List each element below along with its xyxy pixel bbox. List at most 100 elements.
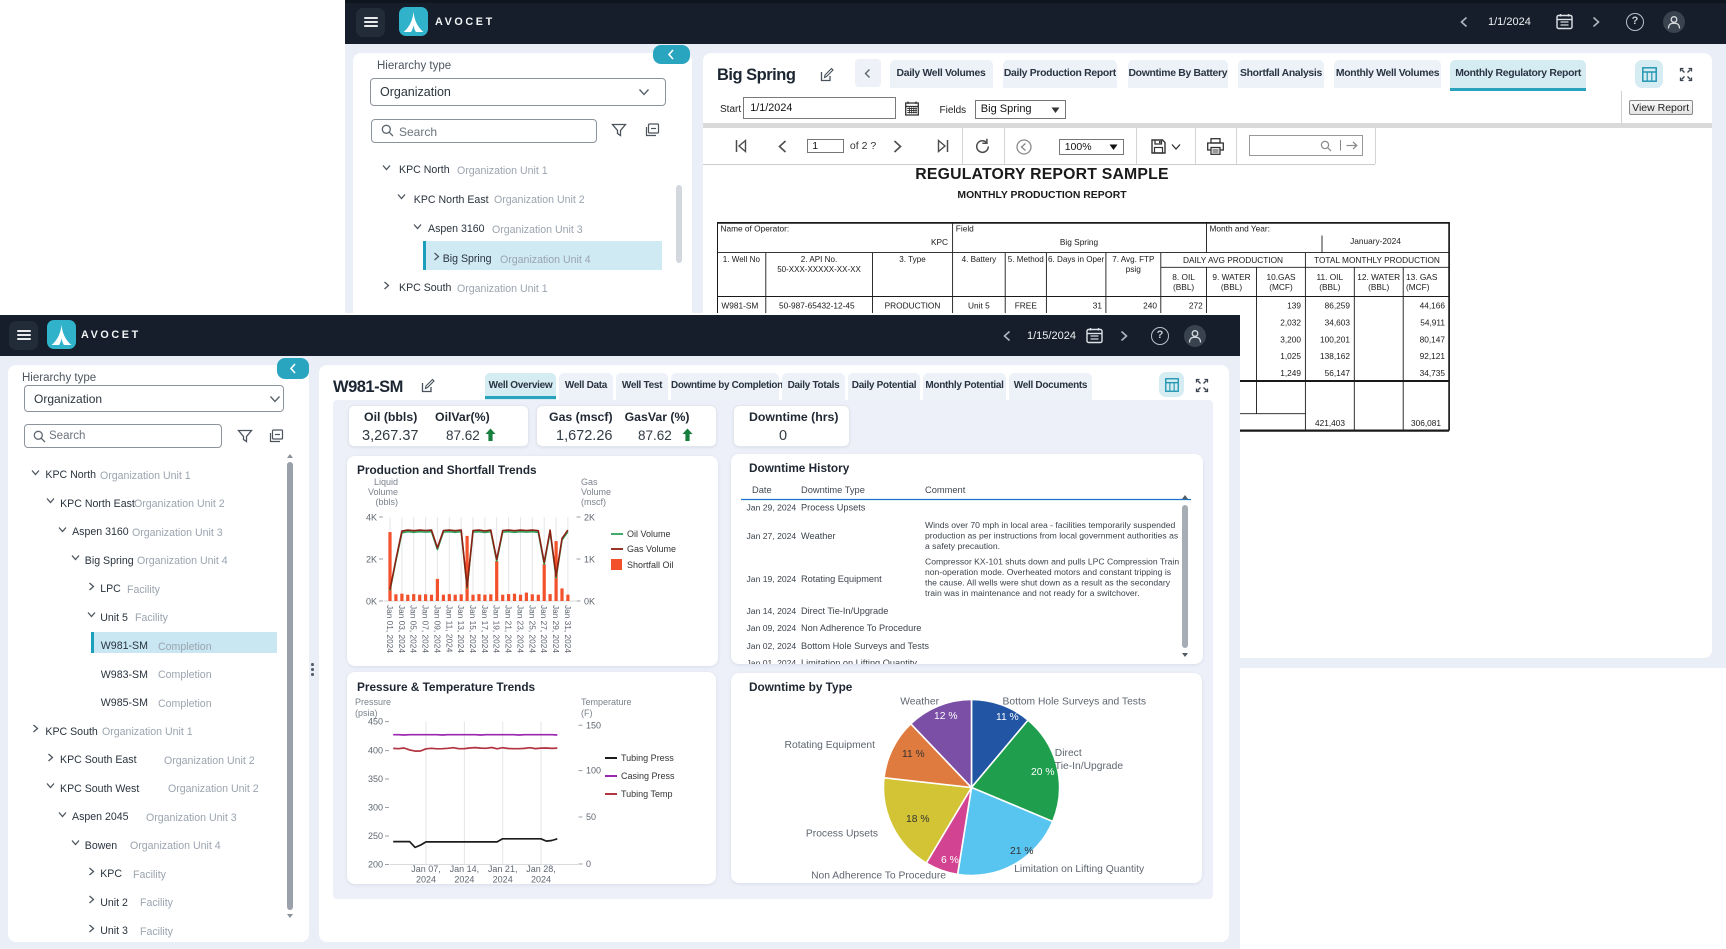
svg-text:0: 0 (586, 859, 591, 869)
svg-text:Bottom Hole Surveys and Tests: Bottom Hole Surveys and Tests (801, 641, 929, 651)
svg-text:Jan 17, 2024: Jan 17, 2024 (480, 605, 490, 653)
svg-text:Rotating Equipment: Rotating Equipment (801, 574, 882, 584)
svg-text:Month and Year:: Month and Year: (1210, 224, 1270, 234)
svg-text:Winds over 70 mph in local are: Winds over 70 mph in local area - facili… (925, 520, 1176, 530)
svg-text:Jan 19, 2024: Jan 19, 2024 (492, 605, 502, 653)
svg-text:production as per instructions: production as per instructions from loca… (925, 531, 1178, 541)
svg-text:(MCF): (MCF) (1406, 282, 1430, 292)
svg-text:KPC: KPC (931, 237, 948, 247)
svg-text:Downtime Type: Downtime Type (801, 485, 865, 495)
svg-text:450: 450 (368, 717, 383, 727)
svg-text:2. API No.: 2. API No. (801, 255, 837, 264)
svg-text:non-operation mode. Overheated: non-operation mode. Overheated motors an… (925, 567, 1171, 577)
svg-text:3,200: 3,200 (1280, 334, 1301, 344)
svg-text:Jan 28,: Jan 28, (526, 864, 556, 874)
svg-text:Process Upsets: Process Upsets (801, 503, 866, 513)
svg-text:100: 100 (586, 766, 601, 776)
svg-text:TOTAL MONTHLY PRODUCTION: TOTAL MONTHLY PRODUCTION (1314, 255, 1440, 265)
svg-text:4. Battery: 4. Battery (962, 255, 998, 264)
svg-text:Rotating Equipment: Rotating Equipment (785, 740, 876, 751)
svg-text:92,121: 92,121 (1420, 351, 1446, 361)
svg-text:0K: 0K (366, 597, 377, 607)
svg-text:Direct Tie-In/Upgrade: Direct Tie-In/Upgrade (801, 606, 888, 616)
svg-text:Jan 14, 2024: Jan 14, 2024 (747, 606, 797, 616)
svg-text:Jan 02, 2024: Jan 02, 2024 (747, 641, 797, 651)
svg-text:FREE: FREE (1015, 301, 1038, 311)
svg-text:400: 400 (368, 746, 383, 756)
svg-text:January-2024: January-2024 (1350, 236, 1401, 246)
svg-text:Non Adherence To Procedure: Non Adherence To Procedure (801, 623, 921, 633)
svg-text:50-987-65432-12-45: 50-987-65432-12-45 (779, 301, 855, 311)
svg-text:Tubing Press: Tubing Press (621, 753, 674, 763)
svg-text:2024: 2024 (531, 875, 551, 885)
svg-text:2024: 2024 (454, 875, 474, 885)
svg-text:Jan 13, 2024: Jan 13, 2024 (456, 605, 466, 653)
svg-text:Direct: Direct (1055, 748, 1082, 759)
svg-text:421,403: 421,403 (1315, 418, 1345, 428)
svg-text:2K: 2K (584, 513, 595, 523)
svg-text:Gas Volume: Gas Volume (627, 544, 676, 554)
svg-text:DAILY AVG PRODUCTION: DAILY AVG PRODUCTION (1183, 255, 1283, 265)
svg-text:Jan 09, 2024: Jan 09, 2024 (747, 623, 797, 633)
svg-text:5. Method: 5. Method (1008, 255, 1044, 264)
svg-text:Field: Field (956, 224, 974, 234)
svg-text:139: 139 (1287, 301, 1301, 311)
svg-text:150: 150 (586, 720, 601, 730)
svg-text:(MCF): (MCF) (1269, 282, 1293, 292)
svg-text:56,147: 56,147 (1325, 368, 1351, 378)
svg-text:Comment: Comment (925, 485, 966, 495)
svg-text:1. Well No: 1. Well No (723, 255, 761, 264)
svg-text:0K: 0K (584, 597, 595, 607)
svg-text:86,259: 86,259 (1325, 301, 1351, 311)
svg-text:Jan 25, 2024: Jan 25, 2024 (527, 605, 537, 653)
svg-text:12 %: 12 % (934, 711, 957, 722)
svg-text:Jan 29, 2024: Jan 29, 2024 (551, 605, 561, 653)
svg-text:9. WATER: 9. WATER (1212, 272, 1250, 282)
svg-text:18 %: 18 % (906, 814, 929, 825)
svg-text:34,735: 34,735 (1420, 368, 1446, 378)
svg-text:Jan 01, 2024: Jan 01, 2024 (747, 658, 797, 664)
svg-text:train was in maintenance and n: train was in maintenance and not ready f… (925, 588, 1139, 598)
svg-text:Weather: Weather (900, 697, 939, 708)
svg-text:2024: 2024 (416, 875, 436, 885)
svg-text:1,249: 1,249 (1280, 368, 1301, 378)
svg-text:11 %: 11 % (902, 749, 925, 760)
svg-text:31: 31 (1093, 301, 1103, 311)
svg-text:Process Upsets: Process Upsets (806, 829, 878, 840)
svg-text:350: 350 (368, 774, 383, 784)
svg-text:Unit 5: Unit 5 (968, 301, 990, 311)
svg-text:1K: 1K (584, 555, 595, 565)
svg-text:Compressor KX-101 shuts down a: Compressor KX-101 shuts down and pulls L… (925, 557, 1188, 567)
svg-text:Jan 21, 2024: Jan 21, 2024 (504, 605, 514, 653)
svg-text:Tubing Temp: Tubing Temp (621, 789, 673, 799)
svg-text:PRODUCTION: PRODUCTION (885, 301, 941, 311)
svg-text:2024: 2024 (493, 875, 513, 885)
svg-text:12. WATER: 12. WATER (1357, 272, 1400, 282)
svg-text:(BBL): (BBL) (1173, 282, 1194, 292)
svg-text:Jan 31, 2024: Jan 31, 2024 (563, 605, 573, 653)
svg-text:50-XXX-XXXXX-XX-XX: 50-XXX-XXXXX-XX-XX (777, 265, 861, 274)
svg-text:Limitation on Lifting Quantity: Limitation on Lifting Quantity (801, 658, 917, 664)
svg-text:Date: Date (752, 485, 772, 495)
svg-text:Big Spring: Big Spring (1060, 237, 1099, 247)
svg-text:3. Type: 3. Type (899, 255, 926, 264)
svg-text:a safety precaution.: a safety precaution. (925, 541, 1000, 551)
svg-text:Jan 27, 2024: Jan 27, 2024 (747, 531, 797, 541)
svg-text:100,201: 100,201 (1320, 334, 1350, 344)
svg-text:Weather: Weather (801, 531, 836, 541)
svg-text:Shortfall Oil: Shortfall Oil (627, 560, 674, 570)
svg-text:Jan 07, 2024: Jan 07, 2024 (421, 605, 431, 653)
svg-text:11 %: 11 % (996, 712, 1019, 723)
svg-text:11. OIL: 11. OIL (1316, 272, 1343, 282)
svg-text:Jan 09, 2024: Jan 09, 2024 (432, 605, 442, 653)
svg-text:Jan 23, 2024: Jan 23, 2024 (516, 605, 526, 653)
svg-text:Jan 07,: Jan 07, (411, 864, 441, 874)
svg-text:Limitation on Lifting Quantity: Limitation on Lifting Quantity (1014, 864, 1145, 875)
svg-text:Name of Operator:: Name of Operator: (721, 224, 790, 234)
svg-text:psig: psig (1126, 264, 1142, 274)
svg-text:(BBL): (BBL) (1319, 282, 1340, 292)
svg-text:Jan 11, 2024: Jan 11, 2024 (444, 605, 454, 653)
svg-text:21 %: 21 % (1010, 846, 1033, 857)
svg-text:Tie-In/Upgrade: Tie-In/Upgrade (1055, 761, 1124, 772)
svg-text:240: 240 (1143, 301, 1157, 311)
